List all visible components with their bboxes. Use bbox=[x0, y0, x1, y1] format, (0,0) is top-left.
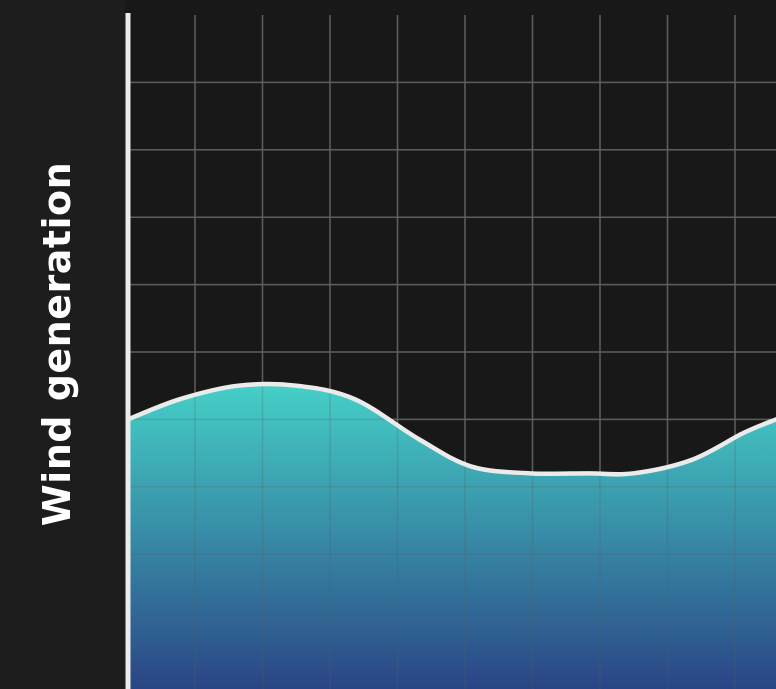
area-chart bbox=[125, 13, 776, 689]
series-area bbox=[128, 384, 776, 689]
y-axis-label: Wind generation bbox=[35, 161, 79, 527]
plot-area bbox=[125, 0, 776, 689]
grid-overlay bbox=[128, 15, 776, 689]
series-line bbox=[125, 381, 776, 477]
